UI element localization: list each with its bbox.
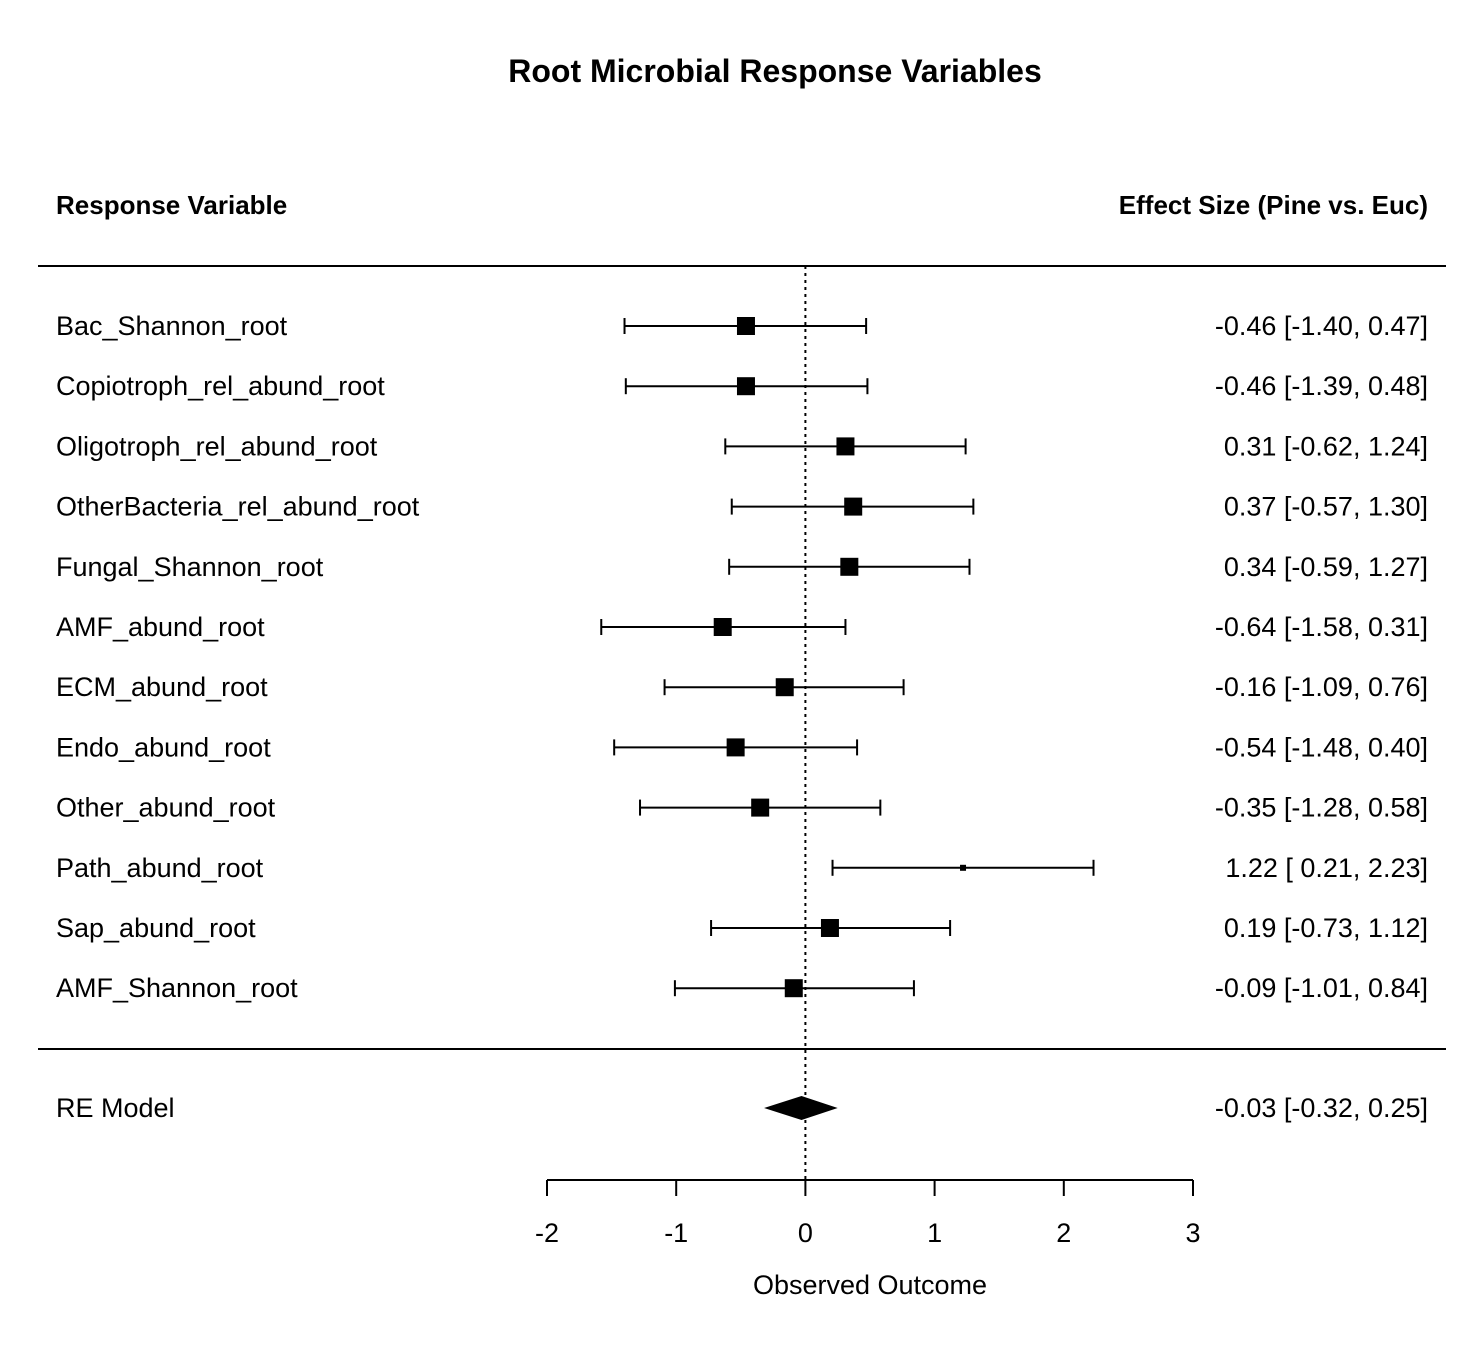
effect-size-text: -0.46 [-1.40, 0.47] (1215, 311, 1428, 341)
study-row: Fungal_Shannon_root 0.34 [-0.59, 1.27] (56, 552, 1428, 582)
chart-title: Root Microbial Response Variables (508, 53, 1041, 89)
x-tick-label: 3 (1185, 1218, 1200, 1248)
study-row: Sap_abund_root 0.19 [-0.73, 1.12] (56, 913, 1428, 943)
x-tick-label: -2 (535, 1218, 559, 1248)
study-label: Endo_abund_root (56, 732, 271, 762)
effect-size-text: -0.64 [-1.58, 0.31] (1215, 612, 1428, 642)
study-label: Other_abund_root (56, 793, 276, 823)
summary-label: RE Model (56, 1093, 175, 1123)
summary-diamond (764, 1096, 838, 1120)
effect-size-text: -0.35 [-1.28, 0.58] (1215, 793, 1428, 823)
point-estimate-marker (726, 738, 745, 757)
effect-size-text: 1.22 [ 0.21, 2.23] (1225, 853, 1428, 883)
study-row: Endo_abund_root -0.54 [-1.48, 0.40] (56, 732, 1428, 762)
point-estimate-marker (751, 798, 770, 817)
study-rows: Bac_Shannon_root -0.46 [-1.40, 0.47] Copio… (56, 311, 1428, 1003)
study-row: ECM_abund_root -0.16 [-1.09, 0.76] (56, 672, 1428, 702)
study-row: Other_abund_root -0.35 [-1.28, 0.58] (56, 793, 1428, 823)
effect-size-text: 0.19 [-0.73, 1.12] (1224, 913, 1428, 943)
study-label: AMF_abund_root (56, 612, 265, 642)
study-label: Fungal_Shannon_root (56, 552, 324, 582)
study-row: Bac_Shannon_root -0.46 [-1.40, 0.47] (56, 311, 1428, 341)
x-axis: -2 -1 0 1 2 3 (535, 1179, 1201, 1248)
point-estimate-marker (775, 678, 794, 697)
study-label: OtherBacteria_rel_abund_root (56, 492, 420, 522)
study-label: Oligotroph_rel_abund_root (56, 431, 378, 461)
point-estimate-marker (784, 979, 803, 998)
study-label: AMF_Shannon_root (56, 973, 298, 1003)
x-tick-label: 0 (798, 1218, 813, 1248)
effect-size-text: -0.09 [-1.01, 0.84] (1215, 973, 1428, 1003)
point-estimate-marker (840, 557, 859, 576)
effect-size-text: 0.31 [-0.62, 1.24] (1224, 431, 1428, 461)
study-row: AMF_abund_root -0.64 [-1.58, 0.31] (56, 612, 1428, 642)
study-row: Path_abund_root 1.22 [ 0.21, 2.23] (56, 853, 1428, 883)
x-tick-label: 1 (927, 1218, 942, 1248)
study-row: Oligotroph_rel_abund_root 0.31 [-0.62, 1.… (56, 431, 1428, 461)
x-tick-label: -1 (664, 1218, 688, 1248)
study-row: Copiotroph_rel_abund_root -0.46 [-1.39, 0… (56, 371, 1428, 401)
point-estimate-marker (960, 864, 967, 871)
study-label: Bac_Shannon_root (56, 311, 288, 341)
x-axis-label: Observed Outcome (753, 1270, 987, 1300)
study-label: Copiotroph_rel_abund_root (56, 371, 385, 401)
effect-size-text: -0.46 [-1.39, 0.48] (1215, 371, 1428, 401)
study-label: Sap_abund_root (56, 913, 256, 943)
left-column-header: Response Variable (56, 190, 287, 220)
point-estimate-marker (713, 618, 732, 636)
point-estimate-marker (736, 377, 755, 396)
summary-effect-text: -0.03 [-0.32, 0.25] (1215, 1093, 1428, 1123)
study-row: OtherBacteria_rel_abund_root 0.37 [-0.57,… (56, 492, 1428, 522)
effect-size-text: 0.34 [-0.59, 1.27] (1224, 552, 1428, 582)
summary-row: RE Model -0.03 [-0.32, 0.25] (56, 1093, 1428, 1123)
right-column-header: Effect Size (Pine vs. Euc) (1119, 190, 1428, 220)
effect-size-text: -0.54 [-1.48, 0.40] (1215, 732, 1428, 762)
point-estimate-marker (736, 317, 755, 335)
study-label: ECM_abund_root (56, 672, 268, 702)
effect-size-text: 0.37 [-0.57, 1.30] (1224, 492, 1428, 522)
point-estimate-marker (844, 497, 863, 516)
point-estimate-marker (836, 437, 855, 456)
study-row: AMF_Shannon_root -0.09 [-1.01, 0.84] (56, 973, 1428, 1003)
point-estimate-marker (820, 919, 839, 937)
study-label: Path_abund_root (56, 853, 264, 883)
x-tick-label: 2 (1056, 1218, 1071, 1248)
effect-size-text: -0.16 [-1.09, 0.76] (1215, 672, 1428, 702)
